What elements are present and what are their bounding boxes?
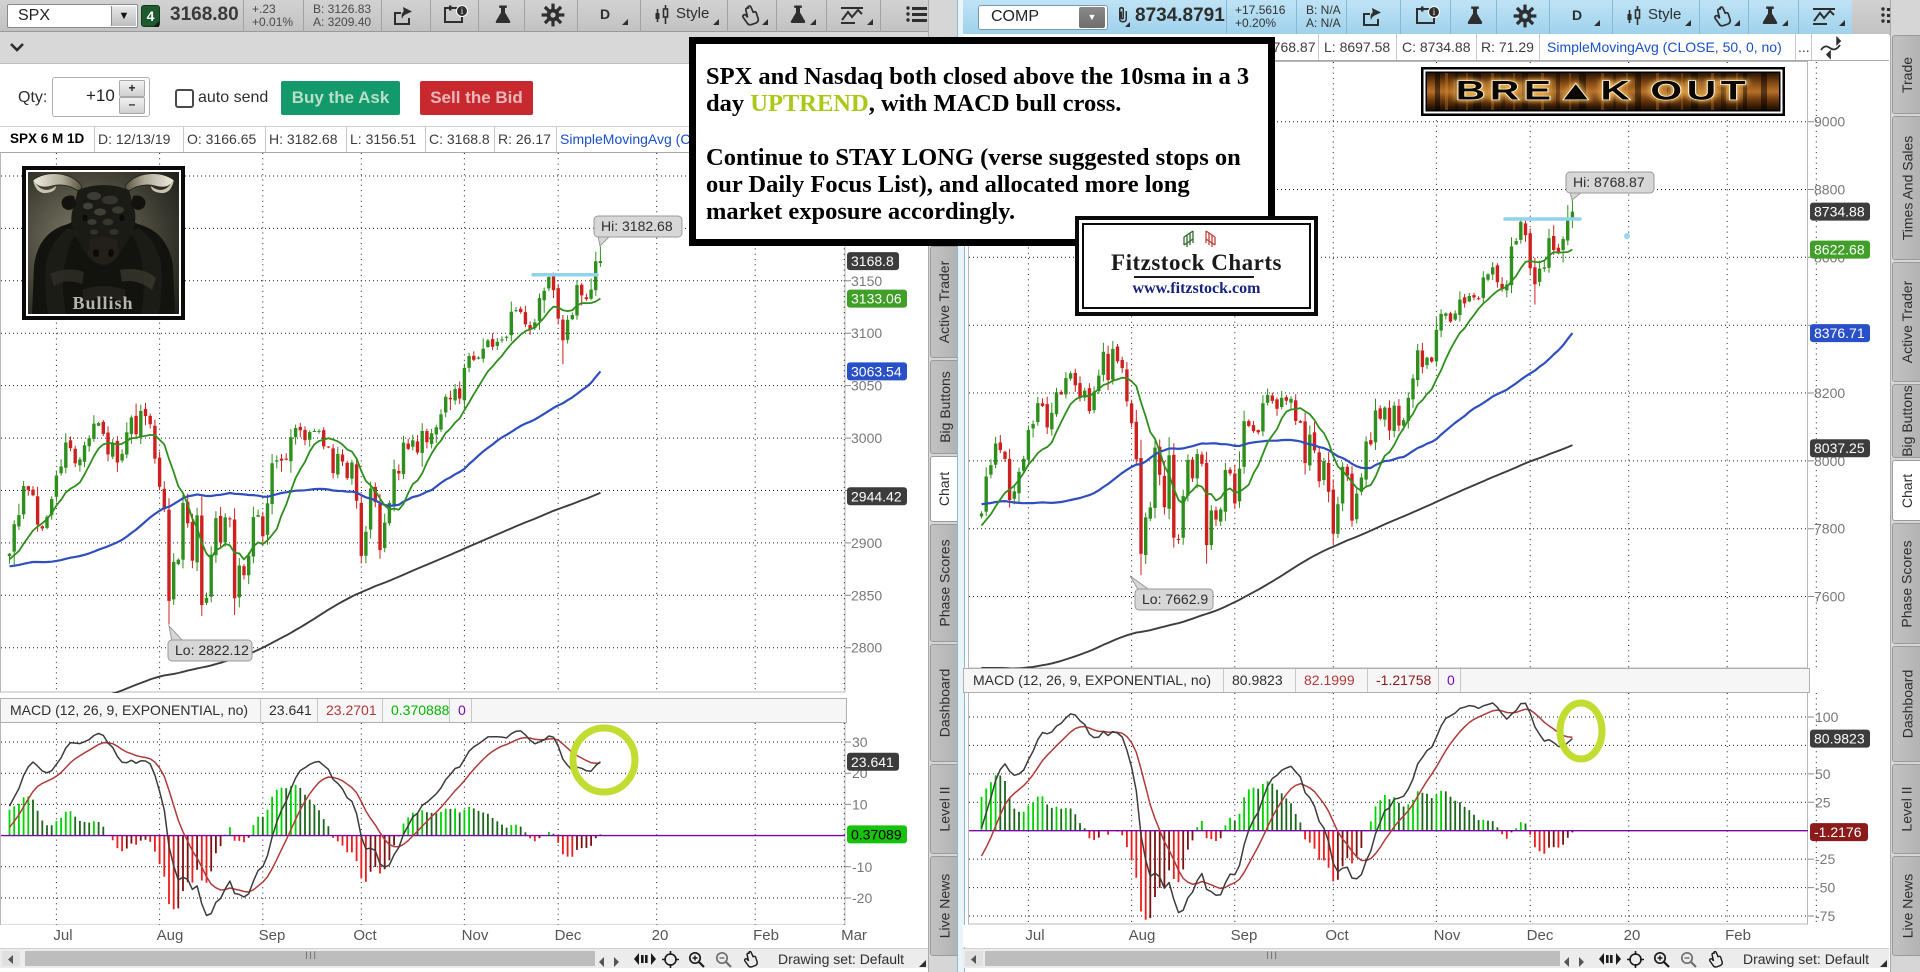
svg-text:i: i [1433, 7, 1436, 17]
svg-text:-20: -20 [852, 890, 872, 906]
svg-text:3133.06: 3133.06 [851, 291, 902, 307]
svg-text:9000: 9000 [1814, 114, 1845, 130]
svg-text:8037.25: 8037.25 [1814, 440, 1865, 456]
svg-text:100: 100 [1815, 709, 1839, 725]
svg-text:-50: -50 [1815, 880, 1835, 896]
svg-text:30: 30 [852, 734, 868, 750]
svg-text:8800: 8800 [1814, 182, 1845, 198]
svg-text:25: 25 [1815, 794, 1831, 810]
svg-text:BRE▲K OUT: BRE▲K OUT [1456, 76, 1750, 105]
svg-text:3063.54: 3063.54 [851, 363, 902, 379]
svg-text:2900: 2900 [851, 535, 882, 551]
svg-text:BRE▲K OUT: BRE▲K OUT [1456, 76, 1750, 105]
svg-text:50: 50 [1815, 766, 1831, 782]
svg-text:8200: 8200 [1814, 385, 1845, 401]
svg-text:23.641: 23.641 [851, 754, 894, 770]
svg-text:Lo: 2822.12: Lo: 2822.12 [175, 642, 249, 658]
svg-text:8622.68: 8622.68 [1814, 242, 1865, 258]
svg-text:Lo: 7662.9: Lo: 7662.9 [1142, 591, 1208, 607]
svg-text:10: 10 [852, 796, 868, 812]
svg-text:i: i [461, 6, 464, 16]
svg-text:3168.8: 3168.8 [851, 253, 894, 269]
svg-text:2944.42: 2944.42 [851, 488, 902, 504]
svg-text:Hi: 3182.68: Hi: 3182.68 [601, 218, 673, 234]
svg-text:-1.2176: -1.2176 [1814, 824, 1862, 840]
svg-text:-75: -75 [1815, 908, 1835, 924]
svg-text:8376.71: 8376.71 [1814, 325, 1865, 341]
svg-text:Hi: 8768.87: Hi: 8768.87 [1573, 174, 1645, 190]
svg-text:3100: 3100 [851, 325, 882, 341]
svg-text:0.37089: 0.37089 [851, 826, 902, 842]
svg-text:7800: 7800 [1814, 521, 1845, 537]
svg-text:3050: 3050 [851, 378, 882, 394]
svg-text:2850: 2850 [851, 587, 882, 603]
svg-text:-10: -10 [852, 859, 872, 875]
svg-text:BRE▲K OUT: BRE▲K OUT [1456, 76, 1750, 105]
svg-text:7600: 7600 [1814, 589, 1845, 605]
svg-text:Bullish: Bullish [72, 293, 133, 313]
svg-text:3000: 3000 [851, 430, 882, 446]
svg-text:-25: -25 [1815, 851, 1835, 867]
svg-text:8734.88: 8734.88 [1814, 204, 1865, 220]
svg-text:2800: 2800 [851, 640, 882, 656]
svg-text:80.9823: 80.9823 [1814, 731, 1865, 747]
svg-text:3150: 3150 [851, 273, 882, 289]
